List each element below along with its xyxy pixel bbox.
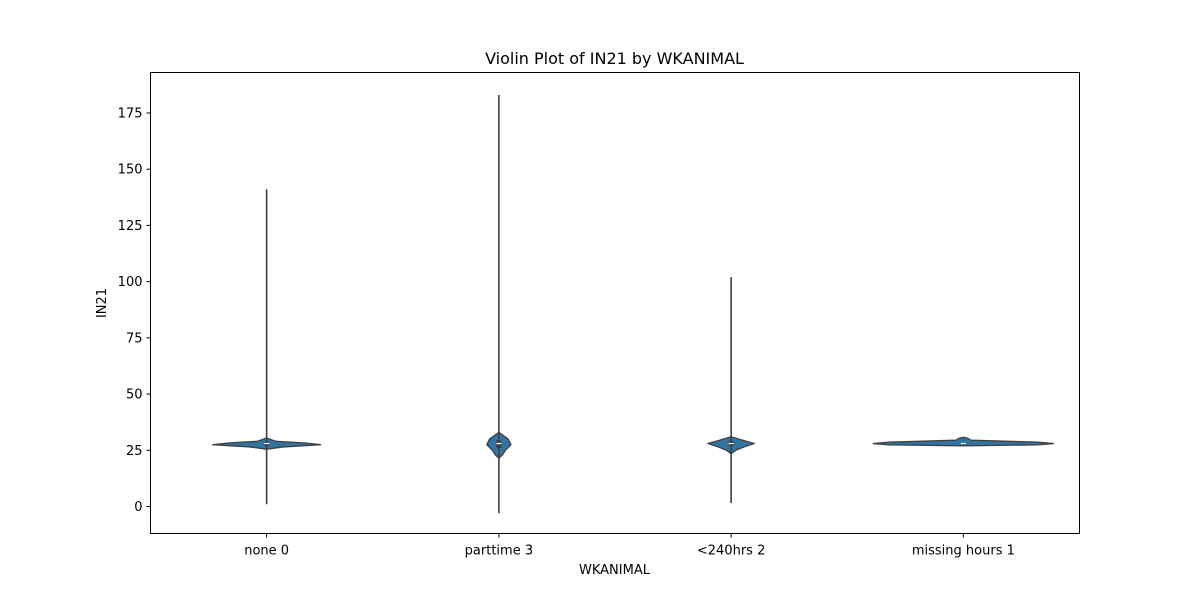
y-tick-label: 100 [118, 275, 143, 290]
violin-group [212, 189, 322, 505]
violin-group [707, 277, 755, 504]
violin-group [872, 436, 1055, 447]
chart-title: Violin Plot of IN21 by WKANIMAL [485, 49, 744, 68]
y-tick-label: 25 [126, 444, 143, 459]
y-axis: 0 25 50 75 100 125 150 175 [118, 106, 151, 515]
plot-area [212, 94, 1055, 514]
y-axis-label: IN21 [95, 288, 110, 318]
x-tick-label: <240hrs 2 [697, 544, 765, 559]
y-tick-label: 125 [118, 219, 143, 234]
y-tick-label: 50 [126, 388, 143, 403]
y-tick-label: 0 [134, 500, 142, 515]
y-tick-label: 150 [118, 163, 143, 178]
plot-frame [150, 72, 1080, 534]
x-tick-label: missing hours 1 [912, 544, 1015, 559]
x-tick-label: parttime 3 [465, 544, 533, 559]
x-axis-label: WKANIMAL [579, 563, 651, 578]
x-axis: none 0 parttime 3 <240hrs 2 missing hours 1 [244, 533, 1015, 559]
y-tick-label: 175 [118, 106, 143, 121]
y-tick-label: 75 [126, 331, 143, 346]
violin-body [872, 436, 1055, 447]
violin-group [486, 94, 512, 514]
x-tick-label: none 0 [244, 544, 289, 559]
